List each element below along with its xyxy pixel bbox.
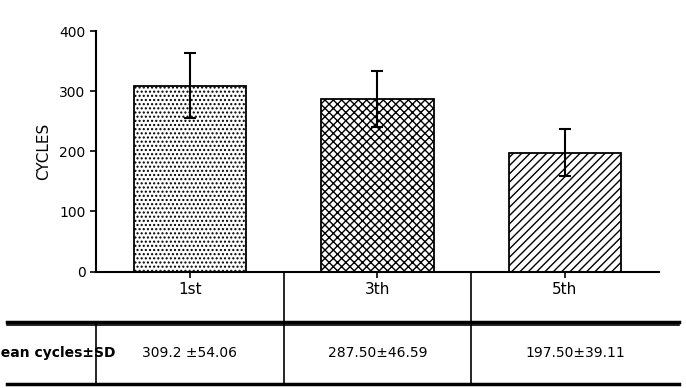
Bar: [508, 153, 621, 272]
Text: 287.50±46.59: 287.50±46.59: [327, 346, 427, 360]
Y-axis label: CYCLES: CYCLES: [36, 123, 51, 180]
Text: 309.2 ±54.06: 309.2 ±54.06: [142, 346, 237, 360]
Text: Mean cycles±SD: Mean cycles±SD: [0, 346, 116, 360]
Bar: [134, 86, 246, 272]
Bar: [321, 99, 434, 272]
Text: 197.50±39.11: 197.50±39.11: [525, 346, 625, 360]
